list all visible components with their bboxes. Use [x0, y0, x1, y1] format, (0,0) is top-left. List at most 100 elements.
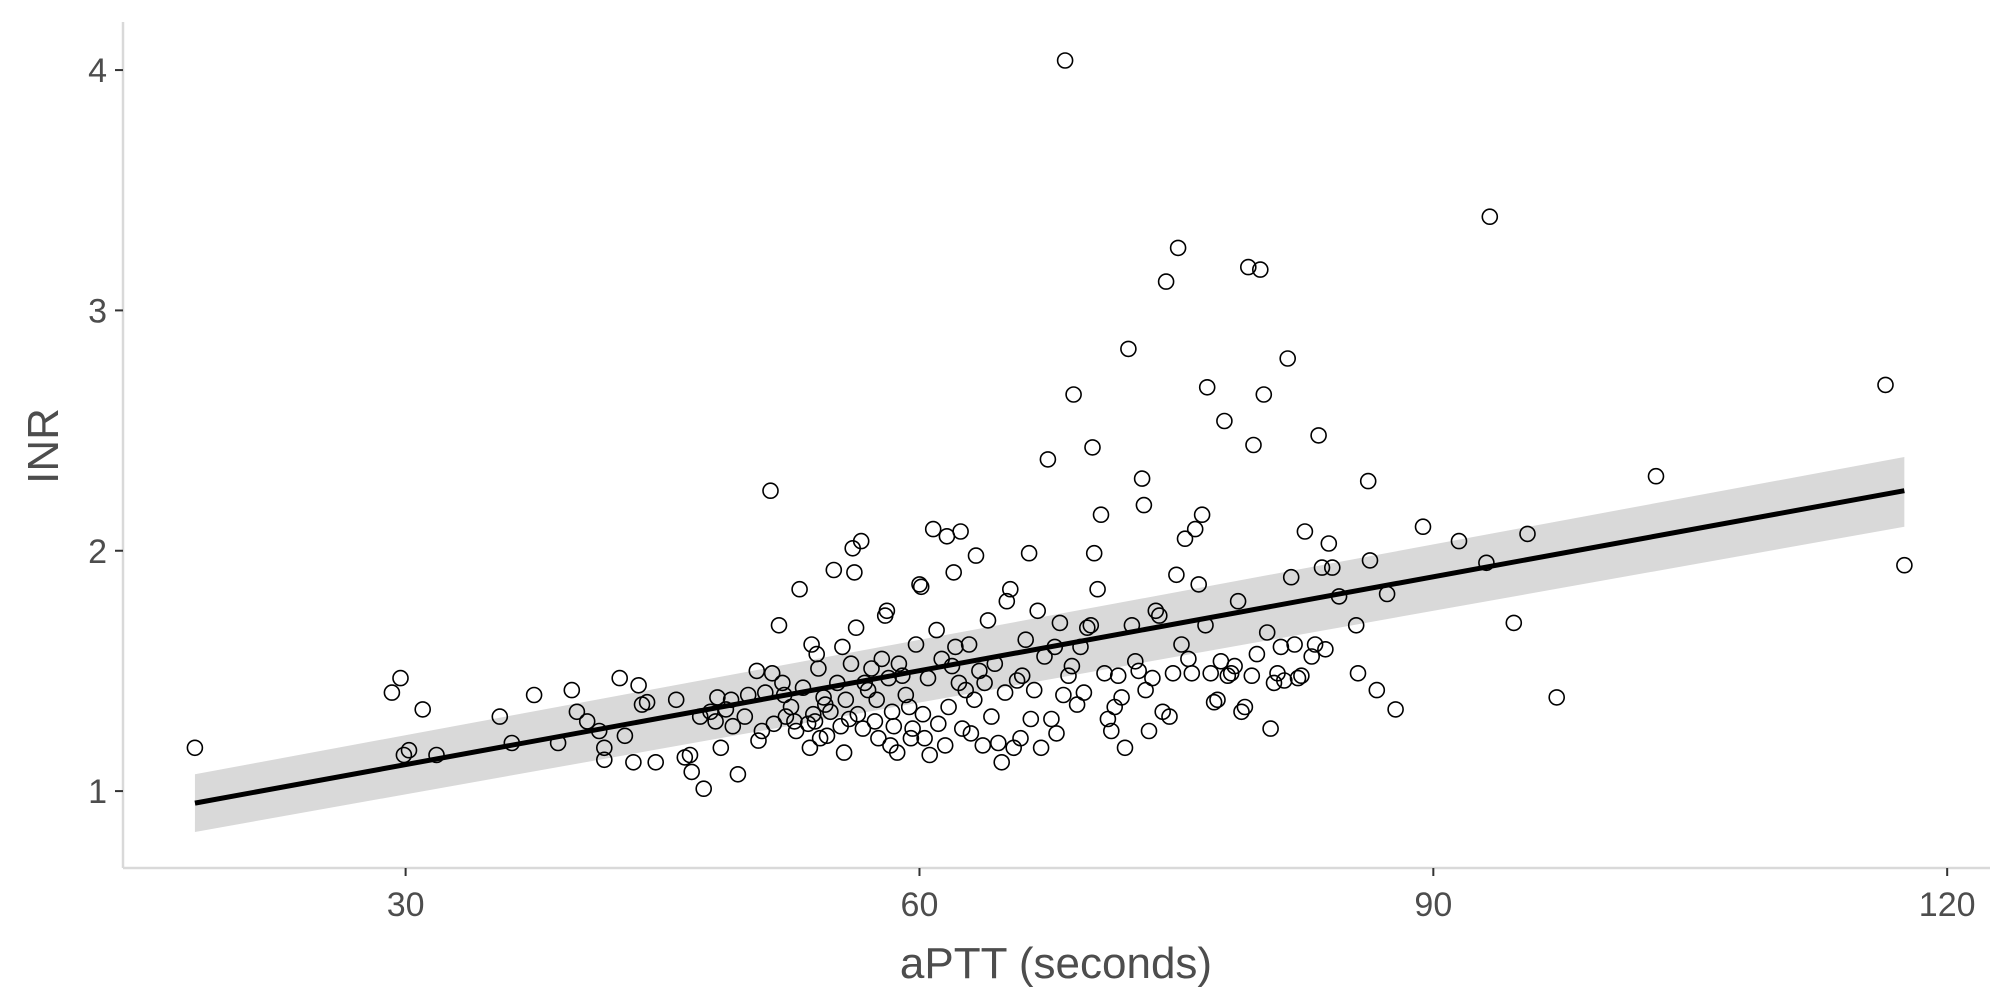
- regression-line: [194, 488, 1905, 806]
- data-point: [1258, 624, 1276, 641]
- data-point: [774, 674, 791, 692]
- data-point: [1265, 674, 1283, 692]
- data-point: [595, 739, 613, 757]
- data-point: [1647, 467, 1665, 485]
- data-point: [729, 765, 747, 783]
- data-point: [1216, 412, 1233, 430]
- data-point: [849, 705, 867, 723]
- data-point: [707, 713, 724, 730]
- data-point: [1079, 619, 1096, 637]
- data-point: [1012, 729, 1029, 747]
- data-point: [1065, 386, 1082, 403]
- data-point: [847, 619, 865, 637]
- data-point: [1022, 710, 1040, 728]
- data-point: [947, 638, 964, 656]
- data-point: [1055, 686, 1072, 704]
- data-point: [1205, 693, 1223, 711]
- data-point: [940, 698, 957, 716]
- data-point: [911, 576, 928, 593]
- data-point: [1084, 439, 1101, 456]
- plot-area: [186, 52, 1913, 832]
- data-point: [1313, 559, 1331, 576]
- data-point: [916, 729, 933, 747]
- data-points: [186, 52, 1913, 798]
- data-point: [1243, 667, 1261, 685]
- data-point: [912, 578, 930, 596]
- data-point: [1092, 506, 1110, 524]
- data-point: [1296, 523, 1314, 540]
- data-point: [1130, 662, 1147, 680]
- y-tick-label: 3: [88, 292, 107, 330]
- data-point: [846, 564, 863, 581]
- data-point: [989, 734, 1007, 752]
- data-point: [1096, 664, 1113, 682]
- data-point: [563, 681, 581, 699]
- data-point: [866, 713, 884, 730]
- data-point: [616, 727, 634, 745]
- data-point: [568, 703, 586, 721]
- data-point: [1478, 554, 1495, 572]
- data-point: [1245, 436, 1262, 454]
- data-point: [750, 732, 767, 749]
- data-point: [888, 744, 906, 761]
- data-point: [1085, 544, 1103, 562]
- y-axis-title: INR: [19, 408, 68, 484]
- data-point: [1089, 580, 1106, 598]
- data-point: [1120, 340, 1137, 358]
- data-point: [1347, 616, 1365, 634]
- data-point: [1103, 722, 1120, 740]
- data-point: [186, 739, 204, 757]
- data-point: [1161, 708, 1178, 725]
- data-point: [885, 717, 903, 735]
- data-point: [1209, 691, 1226, 709]
- data-point: [1020, 544, 1038, 562]
- data-point: [810, 660, 827, 677]
- data-point: [414, 701, 432, 718]
- data-point: [1236, 698, 1254, 716]
- data-point: [998, 592, 1016, 610]
- data-point: [1877, 376, 1894, 394]
- data-point: [1349, 664, 1367, 682]
- data-point: [835, 744, 853, 761]
- data-point: [1202, 664, 1219, 682]
- data-point: [1248, 645, 1266, 663]
- data-point: [804, 705, 822, 723]
- data-point: [1157, 273, 1175, 290]
- data-point: [1127, 652, 1144, 670]
- data-point: [770, 616, 788, 634]
- data-point: [647, 753, 665, 771]
- x-tick-label: 60: [901, 886, 939, 924]
- data-point: [1519, 525, 1536, 543]
- data-point: [595, 751, 613, 769]
- data-point: [952, 523, 969, 540]
- data-point: [806, 713, 824, 730]
- x-axis-title: aPTT (seconds): [900, 939, 1212, 988]
- data-point: [799, 715, 817, 733]
- data-point: [1151, 607, 1168, 624]
- data-point: [1001, 580, 1019, 598]
- data-point: [936, 737, 954, 754]
- data-point: [842, 655, 860, 673]
- data-point: [1032, 739, 1050, 757]
- data-point: [1144, 669, 1161, 687]
- data-point: [763, 664, 781, 682]
- data-point: [873, 650, 891, 668]
- data-point: [825, 561, 843, 579]
- data-point: [870, 729, 887, 747]
- data-point: [1361, 552, 1379, 569]
- data-point: [724, 717, 742, 735]
- data-point: [794, 679, 812, 697]
- data-point: [1025, 681, 1043, 699]
- data-point: [1286, 636, 1303, 653]
- data-point: [683, 763, 701, 781]
- y-tick-label: 4: [88, 52, 107, 90]
- data-point: [1212, 652, 1230, 670]
- data-point: [979, 612, 997, 629]
- data-point: [938, 527, 956, 545]
- data-point: [525, 686, 543, 704]
- data-point: [1414, 518, 1432, 536]
- data-point: [1262, 720, 1279, 737]
- data-point: [1133, 470, 1151, 487]
- data-point: [709, 689, 726, 706]
- data-point: [1255, 386, 1273, 403]
